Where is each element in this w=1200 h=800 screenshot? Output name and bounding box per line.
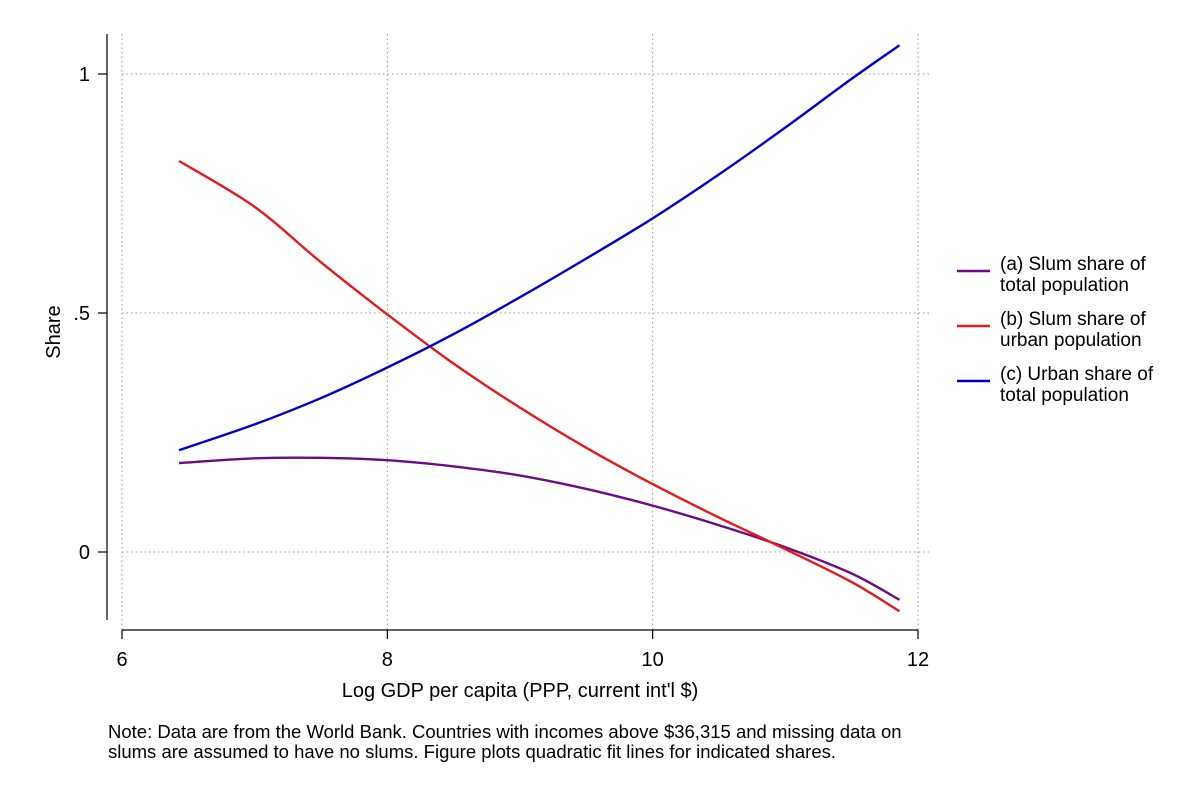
figure-note: Note: Data are from the World Bank. Coun… bbox=[108, 722, 1178, 762]
grid bbox=[121, 34, 930, 630]
y-tick-label-1: .5 bbox=[73, 303, 90, 325]
legend-label-2-line-2: total population bbox=[1000, 385, 1129, 406]
x-axis-title: Log GDP per capita (PPP, current int'l $… bbox=[342, 680, 699, 702]
y-tick-label-0: 0 bbox=[79, 542, 90, 564]
x-tick-label-3: 12 bbox=[907, 649, 929, 671]
legend-label-0-line-2: total population bbox=[1000, 275, 1129, 296]
axes: 6 8 10 12 0 .5 1 bbox=[73, 34, 929, 671]
series-line-slum-share-urban bbox=[178, 159, 901, 613]
y-tick-label-2: 1 bbox=[79, 64, 90, 86]
legend-label-1-line-1: (b) Slum share of bbox=[1000, 309, 1146, 330]
x-tick-label-2: 10 bbox=[642, 649, 664, 671]
series-line-slum-share-total bbox=[178, 456, 901, 601]
note-line-1: Note: Data are from the World Bank. Coun… bbox=[108, 721, 902, 742]
y-axis-title: Share bbox=[43, 305, 65, 358]
legend-label-1-line-2: urban population bbox=[1000, 330, 1142, 351]
legend-label-0-line-1: (a) Slum share of bbox=[1000, 254, 1146, 275]
series-line-urban-share-total bbox=[178, 44, 901, 452]
legend-label-2-line-1: (c) Urban share of bbox=[1000, 364, 1154, 385]
series-lines bbox=[178, 44, 901, 613]
x-tick-label-1: 8 bbox=[382, 649, 393, 671]
note-line-2: slums are assumed to have no slums. Figu… bbox=[108, 741, 837, 762]
x-tick-label-0: 6 bbox=[116, 649, 127, 671]
